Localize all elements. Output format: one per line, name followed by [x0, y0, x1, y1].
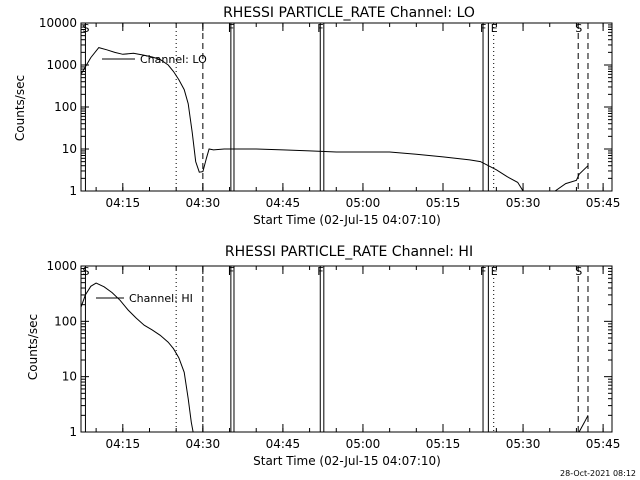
- x-tick-label: 04:15: [106, 437, 141, 451]
- event-marker-label: S: [82, 265, 89, 278]
- x-tick-label: 04:15: [106, 196, 141, 210]
- y-tick-label: 10000: [39, 16, 77, 30]
- y-axis-label: Counts/sec: [26, 314, 40, 380]
- event-marker-label: F: [317, 265, 323, 278]
- event-marker-label: S: [575, 22, 582, 35]
- y-axis-label: Counts/sec: [13, 75, 27, 141]
- tick-layer: 04:15 04:30 04:45 05:00 05:15 05:30 05:45 1 10 10…: [39, 16, 621, 210]
- y-tick-label: 10: [62, 142, 77, 156]
- x-tick-label: 05:30: [506, 196, 541, 210]
- chart-panel-lo: RHESSI PARTICLE_RATE Channel: LO Counts/…: [13, 5, 620, 227]
- tick-layer: 04:15 04:30 04:45 05:00 05:15 05:30 05:45 1 10 10…: [46, 259, 620, 451]
- event-marker-label: F: [317, 22, 323, 35]
- y-tick-label: 1: [69, 425, 77, 439]
- y-tick-label: 100: [54, 100, 77, 114]
- x-tick-label: 04:45: [266, 437, 301, 451]
- event-marker-label: F: [480, 265, 486, 278]
- x-tick-label: 05:00: [346, 196, 381, 210]
- y-tick-label: 1000: [46, 259, 77, 273]
- x-axis-label: Start Time (02-Jul-15 04:07:10): [253, 454, 441, 468]
- legend-label: Channel: LO: [140, 53, 207, 66]
- event-marker-label: F: [228, 265, 234, 278]
- x-tick-label: 05:15: [426, 437, 461, 451]
- x-tick-label: 04:30: [186, 196, 221, 210]
- x-tick-label: 04:30: [186, 437, 221, 451]
- legend-label: Channel: HI: [129, 292, 193, 305]
- legend: Channel: LO: [102, 53, 207, 66]
- chart-title: RHESSI PARTICLE_RATE Channel: HI: [225, 244, 473, 260]
- event-marker-label: S: [82, 22, 89, 35]
- x-tick-label: 05:00: [346, 437, 381, 451]
- y-tick-label: 1000: [46, 58, 77, 72]
- legend: Channel: HI: [96, 292, 193, 305]
- event-marker-label: S: [575, 265, 582, 278]
- event-marker-label: F: [228, 22, 234, 35]
- y-tick-label: 100: [54, 314, 77, 328]
- series-line-lo: [80, 47, 589, 192]
- plot-frame: [80, 22, 613, 192]
- chart-title: RHESSI PARTICLE_RATE Channel: LO: [223, 5, 475, 21]
- x-tick-label: 05:45: [586, 437, 621, 451]
- event-marker-label: E: [491, 265, 498, 278]
- x-axis-label: Start Time (02-Jul-15 04:07:10): [253, 213, 441, 227]
- plot-frame: [80, 265, 613, 433]
- series-line-hi: [80, 282, 589, 433]
- event-marker-label: E: [491, 22, 498, 35]
- y-tick-label: 1: [69, 184, 77, 198]
- x-tick-label: 05:45: [586, 196, 621, 210]
- x-tick-label: 05:30: [506, 437, 541, 451]
- x-tick-label: 04:45: [266, 196, 301, 210]
- event-marker-label: F: [480, 22, 486, 35]
- chart-panel-hi: RHESSI PARTICLE_RATE Channel: HI Counts/…: [26, 244, 620, 468]
- y-tick-label: 10: [62, 370, 77, 384]
- x-tick-label: 05:15: [426, 196, 461, 210]
- footer-date: 28-Oct-2021 08:12: [560, 469, 636, 478]
